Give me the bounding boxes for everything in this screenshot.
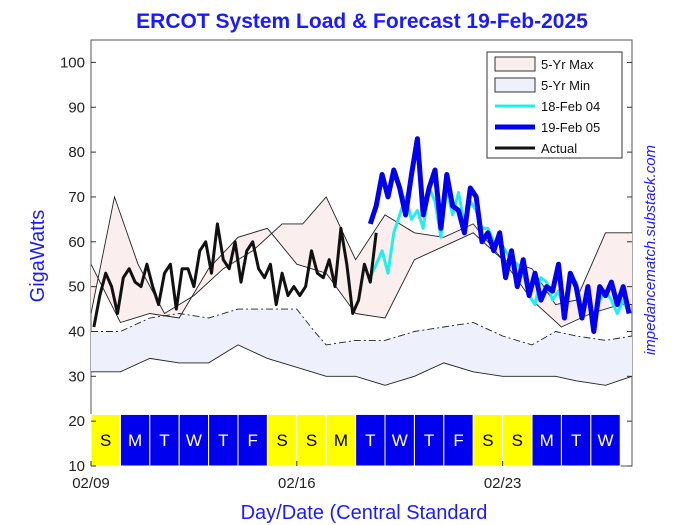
max-band-fill <box>91 196 632 327</box>
day-label: S <box>306 431 317 450</box>
day-box <box>266 413 298 467</box>
y-tick-label: 40 <box>68 323 85 340</box>
day-label: T <box>571 431 581 450</box>
day-label: T <box>159 431 169 450</box>
day-label: M <box>128 431 142 450</box>
legend: 5-Yr Max 5-Yr Min 18-Feb 04 19-Feb 05 Actual <box>486 51 623 159</box>
series-line-5yr-min <box>91 344 633 386</box>
y-tick-label: 90 <box>68 99 85 116</box>
x-axis-label: Day/Date (Central Standard <box>241 502 488 524</box>
y-tick-label: 60 <box>68 234 85 251</box>
day-box <box>413 413 445 467</box>
series-line-average <box>91 308 633 346</box>
day-label: W <box>598 431 614 450</box>
day-box <box>296 413 327 467</box>
day-label: T <box>424 431 434 450</box>
series-line-5yr-max <box>90 195 632 315</box>
day-label: T <box>365 431 375 450</box>
legend-label: Actual <box>541 141 577 156</box>
series-line-actual <box>92 222 378 328</box>
day-label: S <box>482 431 493 450</box>
series-line-19-feb-05 <box>367 136 632 334</box>
y-axis-label: GigaWatts <box>27 210 49 303</box>
day-box <box>472 413 504 467</box>
day-label: T <box>218 431 228 450</box>
day-label: F <box>248 431 258 450</box>
day-box <box>149 413 180 467</box>
day-label: S <box>100 431 111 450</box>
day-label: S <box>512 431 523 450</box>
y-tick-label: 100 <box>60 54 85 71</box>
day-label: W <box>186 431 202 450</box>
day-box <box>90 413 121 467</box>
x-tick-label: 02/16 <box>278 475 316 492</box>
day-box <box>355 413 386 467</box>
day-box <box>208 413 239 467</box>
legend-label: 5-Yr Min <box>541 78 590 93</box>
x-tick-label: 02/09 <box>72 475 110 492</box>
y-tick-label: 50 <box>68 279 85 296</box>
legend-label: 18-Feb 04 <box>541 99 600 114</box>
y-tick-label: 30 <box>68 368 85 385</box>
legend-label: 5-Yr Max <box>541 57 594 72</box>
day-label: W <box>392 431 408 450</box>
day-box <box>178 413 210 467</box>
legend-label: 19-Feb 05 <box>541 120 600 135</box>
day-label: S <box>276 431 287 450</box>
day-box <box>119 413 151 467</box>
day-label: F <box>453 431 463 450</box>
legend-swatch <box>494 77 536 93</box>
day-label: M <box>540 431 554 450</box>
day-box <box>560 413 592 467</box>
credit-text: impedancematch.substack.com <box>642 145 659 355</box>
day-box <box>590 413 621 467</box>
day-label: M <box>334 431 348 450</box>
day-box <box>325 413 357 467</box>
day-box <box>237 413 268 467</box>
chart-title: ERCOT System Load & Forecast 19-Feb-2025 <box>136 10 588 33</box>
y-tick-label: 70 <box>68 189 85 206</box>
day-box <box>502 413 533 467</box>
legend-swatch <box>494 56 536 72</box>
y-tick-label: 10 <box>68 458 85 475</box>
x-tick-label: 02/23 <box>484 475 522 492</box>
min-band-fill <box>91 309 632 386</box>
day-box <box>531 413 562 467</box>
y-tick-label: 80 <box>68 144 85 161</box>
y-tick-label: 20 <box>68 413 85 430</box>
